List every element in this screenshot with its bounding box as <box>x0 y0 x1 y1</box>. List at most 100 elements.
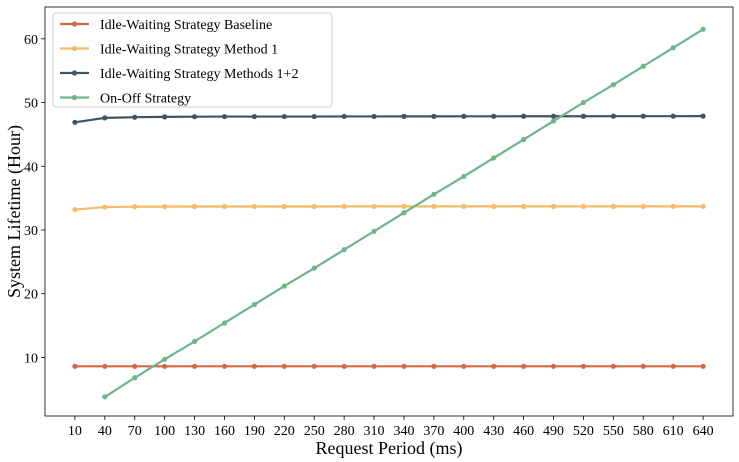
data-point <box>191 363 198 369</box>
series-3 <box>72 113 706 125</box>
x-tick-label: 130 <box>184 424 205 439</box>
data-point <box>401 203 407 210</box>
data-point <box>401 113 407 119</box>
y-tick-label: 40 <box>24 160 38 175</box>
data-point <box>311 265 317 271</box>
x-tick-label: 190 <box>244 424 265 439</box>
series-2 <box>72 203 706 213</box>
data-point <box>371 113 377 120</box>
x-tick-label: 70 <box>128 424 142 439</box>
series-1 <box>72 363 706 369</box>
data-point <box>102 394 108 400</box>
data-point <box>550 363 557 369</box>
data-point <box>221 320 228 326</box>
data-point <box>491 113 497 119</box>
data-point <box>580 113 587 119</box>
data-point <box>640 203 646 210</box>
data-point <box>431 203 437 210</box>
y-tick-label: 30 <box>24 224 38 239</box>
data-point <box>521 203 527 210</box>
data-point <box>281 113 287 120</box>
data-point <box>580 99 587 106</box>
data-point <box>371 203 377 210</box>
data-point <box>610 203 616 210</box>
x-tick-label: 40 <box>98 424 112 439</box>
data-point <box>251 363 257 369</box>
data-point <box>491 155 497 161</box>
data-point <box>251 301 257 308</box>
x-tick-label: 100 <box>154 424 175 439</box>
x-tick-label: 580 <box>633 424 654 439</box>
x-tick-label: 520 <box>573 424 594 439</box>
data-point <box>610 363 616 369</box>
data-point <box>521 363 527 369</box>
data-point <box>191 338 198 345</box>
x-tick-label: 370 <box>423 424 444 439</box>
x-tick-label: 160 <box>214 424 235 439</box>
data-point <box>401 363 407 369</box>
data-point <box>102 363 108 369</box>
data-point <box>102 115 108 121</box>
data-point <box>102 204 108 210</box>
data-point <box>640 63 646 69</box>
data-point <box>521 136 527 143</box>
legend-item: Idle-Waiting Strategy Method 1 <box>60 43 278 58</box>
x-tick-label: 610 <box>663 424 684 439</box>
data-point <box>72 206 78 213</box>
legend-item: On-Off Strategy <box>60 92 191 107</box>
data-point <box>640 363 646 369</box>
x-axis: 10 40 70 100 130 160 190 220 250 280 310 340 370 400 4… <box>68 416 714 439</box>
data-point <box>610 113 616 119</box>
legend-swatch-marker <box>71 45 78 52</box>
x-tick-label: 550 <box>603 424 624 439</box>
data-point <box>162 203 168 210</box>
data-point <box>491 203 497 210</box>
data-point <box>461 203 467 210</box>
data-point <box>162 114 168 120</box>
data-point <box>550 118 557 124</box>
series-line <box>74 205 704 211</box>
y-axis-label: System Lifetime (Hour) <box>4 125 25 298</box>
plot-frame <box>44 6 734 417</box>
data-point <box>521 113 527 119</box>
data-point <box>670 363 676 369</box>
data-point <box>700 363 706 369</box>
data-point <box>461 113 467 119</box>
data-point <box>311 363 317 369</box>
data-point <box>311 203 317 210</box>
legend-item: Idle-Waiting Strategy Methods 1+2 <box>60 67 298 82</box>
data-point <box>191 114 198 120</box>
legend-label: Idle-Waiting Strategy Baseline <box>100 18 272 33</box>
data-point <box>72 363 78 369</box>
legend-swatch-marker <box>71 21 78 27</box>
data-point <box>251 113 257 120</box>
data-point <box>461 173 467 180</box>
data-point <box>341 363 347 369</box>
x-tick-label: 340 <box>393 424 414 439</box>
data-point <box>640 113 646 119</box>
data-point <box>221 363 228 369</box>
data-point <box>700 26 706 32</box>
data-point <box>371 363 377 369</box>
x-tick-label: 310 <box>364 424 385 439</box>
data-point <box>162 363 168 369</box>
legend-item: Idle-Waiting Strategy Baseline <box>60 18 272 33</box>
data-point <box>132 114 138 120</box>
data-point <box>401 210 407 216</box>
data-point <box>72 119 78 125</box>
series-line <box>74 115 704 124</box>
legend-swatch-marker <box>71 94 78 101</box>
x-tick-label: 220 <box>274 424 295 439</box>
data-point <box>162 356 168 362</box>
data-point <box>610 82 616 88</box>
y-axis: 10 20 30 40 50 60 <box>24 33 45 366</box>
legend-box <box>52 12 333 108</box>
data-point <box>311 113 317 120</box>
data-point <box>431 363 437 369</box>
data-point <box>281 203 287 210</box>
data-point <box>700 203 706 210</box>
legend-swatch-marker <box>71 70 78 76</box>
data-point <box>132 363 138 369</box>
data-point <box>251 203 257 210</box>
